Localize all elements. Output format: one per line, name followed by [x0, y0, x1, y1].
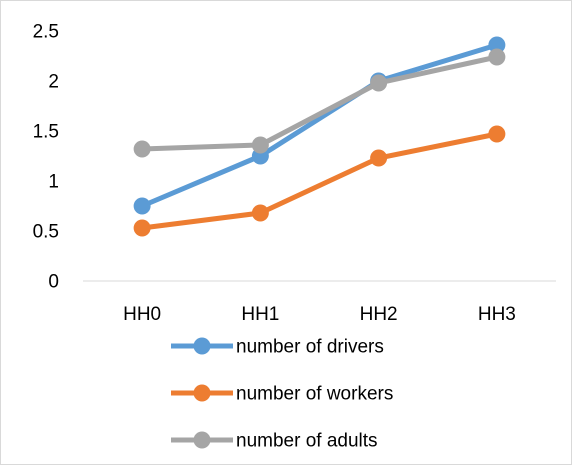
x-tick-label: HH3 — [478, 304, 516, 325]
x-tick-label: HH2 — [360, 304, 398, 325]
y-tick-label: 2 — [48, 72, 59, 93]
data-point — [370, 149, 388, 167]
legend: number of drivers number of workers number… — [171, 337, 393, 452]
data-point — [488, 48, 506, 66]
legend-item: number of adults — [171, 431, 378, 452]
x-tick-label: HH1 — [241, 304, 279, 325]
data-point — [133, 140, 151, 158]
y-tick-label: 1.5 — [33, 122, 59, 143]
legend-label: number of workers — [236, 384, 393, 405]
series-layer — [133, 36, 506, 237]
data-point — [370, 74, 388, 92]
legend-label: number of adults — [236, 431, 378, 452]
x-tick-label: HH0 — [123, 304, 161, 325]
legend-swatch-marker — [193, 431, 211, 449]
legend-swatch-marker — [193, 337, 211, 355]
series-line — [139, 42, 500, 209]
legend-item: number of drivers — [171, 337, 384, 358]
legend-label: number of drivers — [236, 337, 384, 358]
y-tick-label: 0.5 — [33, 222, 59, 243]
legend-swatch-marker — [193, 384, 211, 402]
y-axis-ticks: 0 0.5 1 1.5 2 2.5 — [33, 22, 59, 293]
data-point — [488, 125, 506, 143]
y-tick-label: 2.5 — [33, 22, 59, 43]
series-1 — [133, 125, 506, 237]
legend-item: number of workers — [171, 384, 393, 405]
series-line — [139, 131, 500, 231]
data-point — [251, 136, 269, 154]
data-point — [251, 204, 269, 222]
y-tick-label: 0 — [48, 272, 59, 293]
series-line — [139, 54, 500, 152]
data-point — [133, 219, 151, 237]
x-axis-labels: HH0 HH1 HH2 HH3 — [123, 304, 516, 325]
y-tick-label: 1 — [48, 172, 59, 193]
data-point — [133, 197, 151, 215]
series-2 — [133, 48, 506, 158]
data-point — [488, 36, 506, 54]
